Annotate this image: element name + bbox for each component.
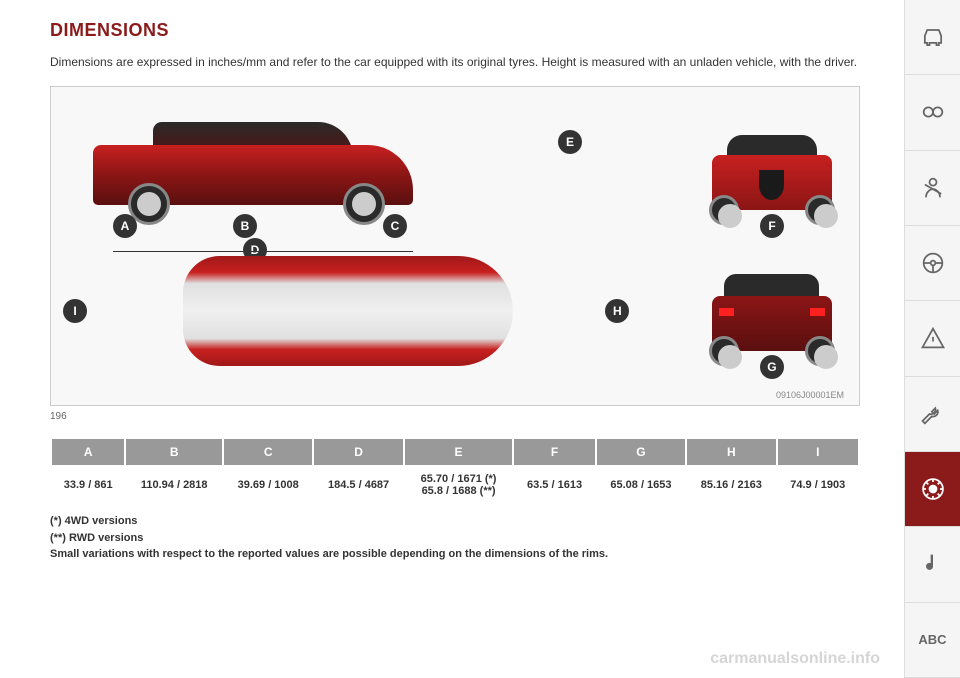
car-front-view: F: [697, 110, 847, 230]
dim-label-i: I: [63, 299, 87, 323]
page-content: DIMENSIONS Dimensions are expressed in i…: [0, 0, 890, 583]
figure-number: 196: [50, 411, 860, 422]
diagram-row-top: A B C D E F: [63, 99, 847, 240]
page-description: Dimensions are expressed in inches/mm an…: [50, 53, 860, 71]
table-header: F: [513, 438, 595, 466]
dim-label-e: E: [558, 130, 582, 154]
table-header: C: [223, 438, 313, 466]
table-header: A: [51, 438, 125, 466]
table-header: D: [313, 438, 403, 466]
watermark: carmanualsonline.info: [710, 650, 880, 668]
sidebar-music-icon[interactable]: [905, 527, 960, 602]
dimension-diagram: A B C D E F I: [50, 86, 860, 406]
table-header: B: [125, 438, 223, 466]
table-header: G: [596, 438, 686, 466]
diagram-row-bottom: I H G: [63, 240, 847, 381]
sidebar-abc-icon[interactable]: ABC: [905, 603, 960, 678]
car-rear-view: G: [697, 251, 847, 371]
car-side-view: A B C D: [63, 110, 443, 230]
dim-label-c: C: [383, 214, 407, 238]
dim-label-g: G: [760, 355, 784, 379]
sidebar-warning-icon[interactable]: [905, 301, 960, 376]
sidebar-info-icon[interactable]: [905, 452, 960, 527]
sidebar-seatbelt-icon[interactable]: [905, 151, 960, 226]
footnote: Small variations with respect to the rep…: [50, 546, 860, 563]
table-cell: 85.16 / 2163: [686, 466, 776, 503]
table-header: I: [777, 438, 859, 466]
figure-code: 09106J00001EM: [776, 390, 844, 400]
dimensions-table: A B C D E F G H I 33.9 / 861 110.94 / 28…: [50, 437, 860, 503]
dim-label-b: B: [233, 214, 257, 238]
page-title: DIMENSIONS: [50, 20, 860, 41]
sidebar-wrench-icon[interactable]: [905, 377, 960, 452]
dim-label-a: A: [113, 214, 137, 238]
table-cell: 65.70 / 1671 (*) 65.8 / 1688 (**): [404, 466, 514, 503]
table-cell: 63.5 / 1613: [513, 466, 595, 503]
table-cell: 33.9 / 861: [51, 466, 125, 503]
table-cell: 74.9 / 1903: [777, 466, 859, 503]
table-header: H: [686, 438, 776, 466]
dim-label-h: H: [605, 299, 629, 323]
table-cell: 65.08 / 1653: [596, 466, 686, 503]
sidebar-steering-icon[interactable]: [905, 226, 960, 301]
table-cell: 110.94 / 2818: [125, 466, 223, 503]
table-cell: 184.5 / 4687: [313, 466, 403, 503]
footnotes: (*) 4WD versions (**) RWD versions Small…: [50, 513, 860, 563]
sidebar-car-icon[interactable]: [905, 0, 960, 75]
sidebar-nav: ABC: [904, 0, 960, 678]
dim-label-f: F: [760, 214, 784, 238]
footnote: (*) 4WD versions: [50, 513, 860, 530]
table-header: E: [404, 438, 514, 466]
table-cell: 39.69 / 1008: [223, 466, 313, 503]
footnote: (**) RWD versions: [50, 530, 860, 547]
car-top-view: [158, 246, 538, 376]
sidebar-dashboard-icon[interactable]: [905, 75, 960, 150]
